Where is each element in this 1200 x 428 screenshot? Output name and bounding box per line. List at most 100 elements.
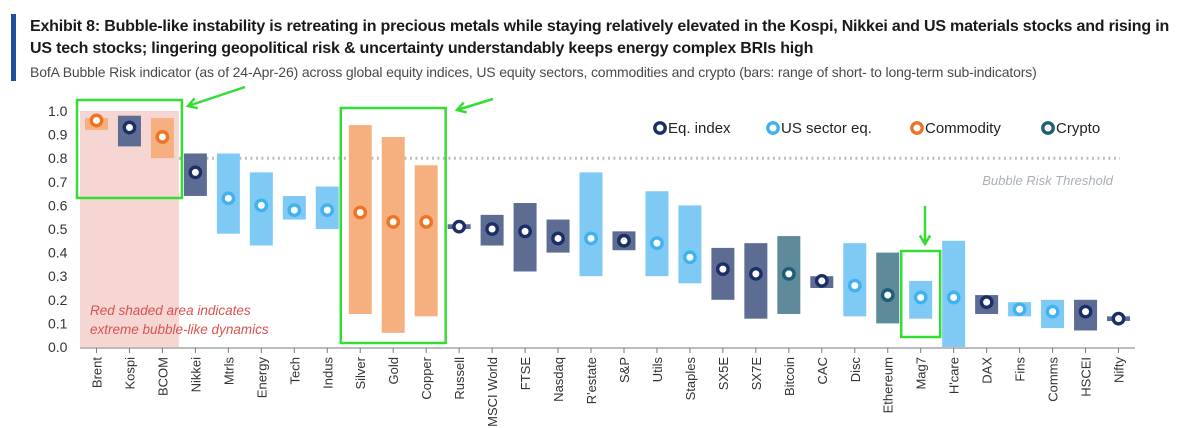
range-bar-r-estate bbox=[579, 172, 603, 277]
marker-brent bbox=[89, 113, 104, 128]
range-bar-staples bbox=[678, 205, 702, 284]
range-bar-ethereum bbox=[876, 252, 900, 324]
highlight-arrowhead-icon bbox=[185, 97, 199, 110]
x-tick-label-ftse: FTSE bbox=[518, 357, 533, 391]
y-tick-label: 0.0 bbox=[48, 339, 68, 355]
y-tick-label: 0.3 bbox=[48, 268, 68, 284]
x-tick-label-kospi: Kospi bbox=[122, 357, 137, 390]
highlight-box bbox=[75, 98, 184, 200]
marker-nikkei bbox=[188, 165, 203, 180]
legend-label: Eq. index bbox=[668, 120, 731, 137]
x-tick-label-sx7e: SX7E bbox=[749, 357, 764, 391]
highlight-arrow-icon bbox=[456, 97, 494, 112]
legend-item-crypto: Crypto bbox=[1041, 120, 1100, 137]
x-tick-label-indus: Indus bbox=[320, 357, 335, 389]
marker-s-p bbox=[617, 233, 631, 248]
marker-silver bbox=[353, 205, 368, 220]
legend-item-us-sector-eq: US sector eq. bbox=[766, 120, 872, 137]
range-bar-gold bbox=[381, 136, 405, 333]
highlight-arrow-icon bbox=[187, 85, 246, 108]
marker-russell bbox=[452, 219, 467, 234]
y-tick-label: 0.7 bbox=[48, 174, 68, 190]
marker-staples bbox=[683, 250, 697, 265]
x-tick-label-brent: Brent bbox=[89, 357, 104, 388]
marker-comms bbox=[1045, 304, 1060, 319]
y-tick-label: 0.2 bbox=[48, 292, 68, 308]
x-tick-label-mtrls: Mtrls bbox=[221, 357, 236, 386]
x-tick-label-cac: CAC bbox=[815, 357, 830, 384]
marker-mag7 bbox=[913, 290, 928, 305]
marker-sx7e bbox=[748, 266, 763, 281]
legend-item-commodity: Commodity bbox=[910, 120, 1001, 137]
y-tick-label: 1.0 bbox=[48, 103, 68, 119]
x-tick-label-nifty: Nifty bbox=[1112, 357, 1127, 384]
x-tick-label-comms: Comms bbox=[1046, 357, 1061, 402]
x-tick-label-staples: Staples bbox=[683, 357, 698, 401]
highlight-arrowhead-icon bbox=[918, 234, 932, 247]
legend-marker-icon bbox=[910, 121, 924, 135]
marker-cac bbox=[814, 274, 829, 288]
x-tick-label-ethereum: Ethereum bbox=[881, 357, 896, 413]
y-tick-label: 0.9 bbox=[48, 127, 68, 143]
marker-disc bbox=[847, 278, 862, 293]
legend-label: Commodity bbox=[925, 120, 1001, 137]
accent-bar bbox=[11, 14, 16, 81]
x-tick-label-russell: Russell bbox=[452, 357, 467, 400]
x-tick-label-s-p: S&P bbox=[617, 357, 632, 383]
marker-h-care bbox=[946, 290, 961, 305]
marker-energy bbox=[254, 198, 269, 213]
x-tick-label-bcom: BCOM bbox=[155, 357, 170, 396]
marker-sx5e bbox=[715, 262, 730, 277]
marker-kospi bbox=[122, 120, 137, 135]
threshold-label: Bubble Risk Threshold bbox=[982, 173, 1114, 188]
chart-title: Exhibit 8: Bubble-like instability is re… bbox=[30, 18, 1170, 57]
legend-marker-icon bbox=[653, 121, 667, 135]
x-tick-label-msci-world: MSCI World bbox=[485, 357, 500, 427]
x-tick-label-disc: Disc bbox=[848, 357, 863, 383]
x-tick-label-nikkei: Nikkei bbox=[188, 357, 203, 393]
marker-tech bbox=[287, 203, 302, 218]
highlight-box bbox=[339, 106, 447, 345]
legend-marker-icon bbox=[1041, 121, 1055, 135]
marker-bcom bbox=[155, 130, 170, 144]
x-tick-label-gold: Gold bbox=[386, 357, 401, 384]
y-tick-label: 0.6 bbox=[48, 197, 68, 213]
y-tick-label: 0.4 bbox=[48, 245, 68, 261]
marker-copper bbox=[419, 215, 434, 229]
marker-hscei bbox=[1078, 304, 1093, 319]
x-tick-label-nasdaq: Nasdaq bbox=[551, 357, 566, 402]
marker-mtrls bbox=[221, 191, 236, 206]
marker-utils bbox=[650, 236, 664, 251]
x-tick-label-dax: DAX bbox=[980, 357, 995, 384]
marker-nasdaq bbox=[551, 231, 565, 246]
x-tick-label-hscei: HSCEI bbox=[1079, 357, 1094, 397]
marker-bitcoin bbox=[781, 266, 796, 281]
marker-r-estate bbox=[584, 231, 598, 246]
x-tick-label-energy: Energy bbox=[254, 357, 269, 399]
marker-fins bbox=[1012, 302, 1027, 317]
highlight-arrowhead-icon bbox=[454, 101, 468, 114]
red-zone-note-line: Red shaded area indicates bbox=[90, 303, 251, 318]
legend-item-eq-index: Eq. index bbox=[653, 120, 731, 137]
y-tick-label: 0.8 bbox=[48, 150, 68, 166]
red-zone-note-line: extreme bubble-like dynamics bbox=[90, 322, 269, 337]
marker-gold bbox=[386, 215, 401, 229]
y-tick-label: 0.5 bbox=[48, 221, 68, 237]
x-tick-label-r-estate: R'estate bbox=[584, 357, 599, 404]
legend-label: US sector eq. bbox=[781, 120, 872, 137]
x-tick-label-utils: Utils bbox=[650, 357, 665, 383]
x-tick-label-copper: Copper bbox=[419, 356, 434, 399]
range-bar-copper bbox=[414, 165, 438, 317]
marker-ethereum bbox=[880, 288, 895, 302]
marker-nifty bbox=[1111, 311, 1126, 326]
x-tick-label-silver: Silver bbox=[353, 356, 368, 389]
marker-ftse bbox=[518, 224, 532, 239]
range-bar-utils bbox=[645, 191, 669, 277]
marker-indus bbox=[320, 203, 335, 218]
range-bar-sx7e bbox=[744, 243, 768, 319]
marker-dax bbox=[979, 295, 994, 310]
highlight-box bbox=[899, 249, 942, 339]
x-tick-label-fins: Fins bbox=[1013, 357, 1028, 382]
range-bar-silver bbox=[348, 125, 372, 314]
